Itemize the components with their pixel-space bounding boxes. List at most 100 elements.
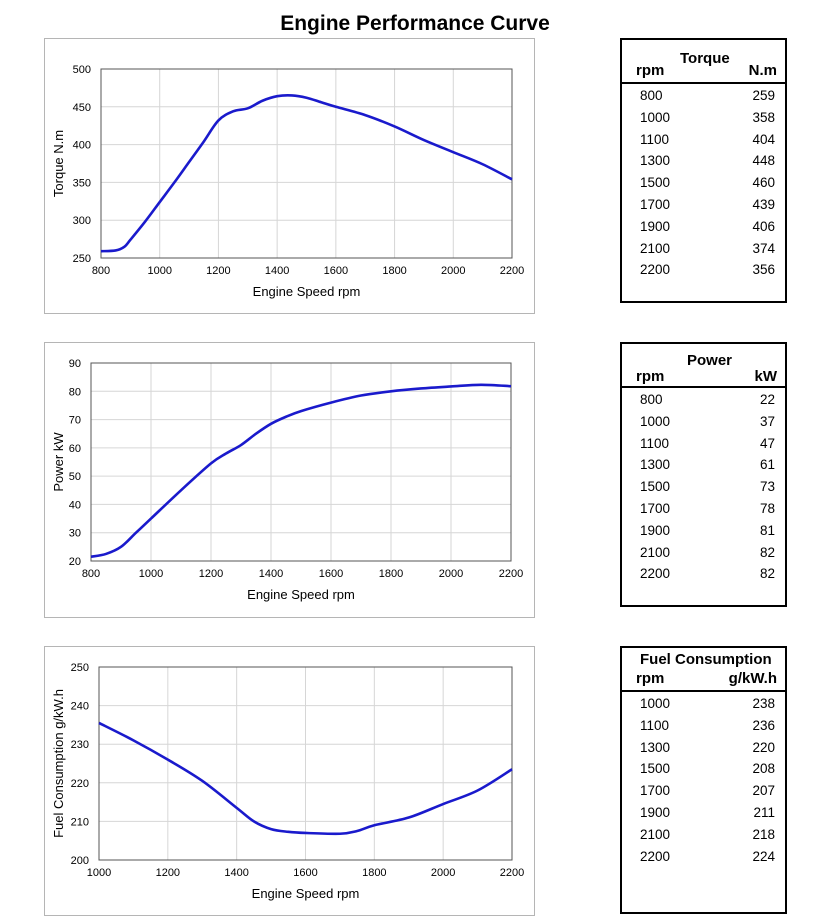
torque-table: Torque rpm N.m 800 259 1000 358 1100 404 1300 4…	[620, 38, 787, 303]
power-table-rpm-header: rpm	[636, 368, 665, 385]
table-cell-value: 236	[752, 717, 775, 733]
table-cell-value: 47	[759, 435, 775, 451]
table-row: 1000 358	[622, 107, 785, 129]
table-cell-rpm: 1700	[640, 783, 671, 799]
torque-table-body: 800 259 1000 358 1100 404 1300 448 1500 460 1700 43…	[622, 85, 785, 281]
table-row: 2200 82	[622, 563, 785, 585]
x-tick-label: 1000	[147, 265, 171, 277]
table-row: 1500 460	[622, 172, 785, 194]
table-cell-rpm: 1500	[640, 175, 671, 191]
table-cell-rpm: 1500	[640, 479, 671, 495]
table-row: 1700 207	[622, 780, 785, 802]
power-chart: 800 1000 1200 1400 1600 1800 2000 2200 20 30 40 50 6…	[44, 342, 535, 618]
table-cell-value: 78	[759, 500, 775, 516]
table-cell-rpm: 1900	[640, 218, 671, 234]
y-tick-label: 230	[71, 739, 89, 751]
table-row: 1500 73	[622, 476, 785, 498]
x-axis-label: Engine Speed rpm	[253, 284, 361, 299]
grid-lines	[90, 362, 512, 562]
table-cell-rpm: 2100	[640, 544, 671, 560]
table-cell-value: 82	[759, 544, 775, 560]
table-row: 1700 439	[622, 194, 785, 216]
table-cell-value: 404	[752, 131, 775, 147]
table-cell-rpm: 1100	[640, 131, 670, 147]
table-row: 1000 37	[622, 411, 785, 433]
table-cell-value: 356	[752, 262, 775, 278]
table-cell-value: 82	[759, 566, 775, 582]
torque-chart-svg: 800 1000 1200 1400 1600 1800 2000 2200 250 300 350…	[51, 64, 524, 299]
y-tick-label: 500	[73, 64, 91, 76]
table-cell-value: 358	[752, 109, 775, 125]
y-tick-label: 80	[69, 386, 81, 398]
table-cell-value: 238	[752, 696, 775, 711]
x-tick-label: 2200	[500, 265, 524, 277]
power-table-header: Power rpm kW	[622, 344, 785, 388]
y-tick-label: 220	[71, 778, 89, 790]
table-cell-rpm: 2200	[640, 262, 671, 278]
table-cell-value: 208	[752, 761, 775, 777]
power-table: Power rpm kW 800 22 1000 37 1100 47 1300 61 1500…	[620, 342, 787, 607]
table-row: 1500 208	[622, 758, 785, 780]
table-cell-value: 61	[759, 457, 775, 473]
x-tick-label: 1800	[379, 568, 403, 580]
table-row: 2200 224	[622, 846, 785, 868]
y-tick-label: 70	[69, 415, 81, 427]
table-cell-rpm: 2200	[640, 566, 671, 582]
x-tick-label: 800	[82, 568, 100, 580]
table-cell-rpm: 1700	[640, 196, 671, 212]
table-row: 1100 47	[622, 433, 785, 455]
page-title: Engine Performance Curve	[280, 12, 550, 35]
table-row: 1000 238	[622, 693, 785, 715]
table-cell-rpm: 1100	[640, 435, 670, 451]
x-tick-label: 1600	[324, 265, 348, 277]
table-cell-rpm: 1000	[640, 413, 671, 429]
y-tick-label: 60	[69, 443, 81, 455]
table-cell-value: 460	[752, 175, 775, 191]
x-tick-label: 1400	[259, 568, 283, 580]
table-row: 2100 218	[622, 824, 785, 846]
table-cell-value: 22	[759, 392, 775, 407]
y-axis-label: Power kW	[51, 432, 66, 492]
x-tick-label: 1200	[199, 568, 223, 580]
fuel-consumption-table-header: Fuel Consumption rpm g/kW.h	[622, 648, 785, 692]
table-row: 2200 356	[622, 259, 785, 281]
table-cell-rpm: 800	[640, 88, 663, 103]
table-row: 1300 220	[622, 737, 785, 759]
y-tick-label: 240	[71, 701, 89, 713]
table-cell-rpm: 1000	[640, 109, 671, 125]
series-line	[100, 94, 513, 253]
y-tick-label: 400	[73, 140, 91, 152]
table-row: 1700 78	[622, 498, 785, 520]
series-line	[98, 721, 513, 836]
table-row: 1100 404	[622, 129, 785, 151]
x-axis-label: Engine Speed rpm	[252, 886, 360, 901]
table-cell-rpm: 1100	[640, 717, 670, 733]
torque-table-header: Torque rpm N.m	[622, 40, 785, 84]
table-cell-rpm: 1300	[640, 153, 671, 169]
table-cell-rpm: 2200	[640, 848, 671, 864]
x-tick-label: 1800	[382, 265, 406, 277]
y-axis-label: Torque N.m	[51, 130, 66, 197]
x-tick-label: 1600	[319, 568, 343, 580]
x-tick-label: 1400	[224, 867, 248, 879]
y-tick-label: 200	[71, 855, 89, 867]
table-row: 800 22	[622, 389, 785, 411]
y-tick-label: 250	[73, 253, 91, 265]
table-cell-rpm: 2100	[640, 240, 671, 256]
x-tick-label: 1200	[206, 265, 230, 277]
table-cell-value: 448	[752, 153, 775, 169]
table-cell-value: 211	[753, 804, 775, 820]
power-table-title: Power	[687, 352, 733, 369]
x-tick-label: 2000	[439, 568, 463, 580]
table-cell-value: 73	[759, 479, 775, 495]
y-tick-label: 210	[71, 816, 89, 828]
table-cell-value: 37	[759, 413, 775, 429]
table-cell-value: 220	[752, 739, 775, 755]
table-row: 1300 61	[622, 454, 785, 476]
plot-area-border	[90, 362, 512, 562]
table-row: 1300 448	[622, 150, 785, 172]
table-cell-value: 259	[752, 88, 775, 103]
x-tick-label: 1200	[156, 867, 180, 879]
x-tick-label: 2000	[441, 265, 465, 277]
fuel-consumption-table: Fuel Consumption rpm g/kW.h 1000 238 1100 2…	[620, 646, 787, 914]
